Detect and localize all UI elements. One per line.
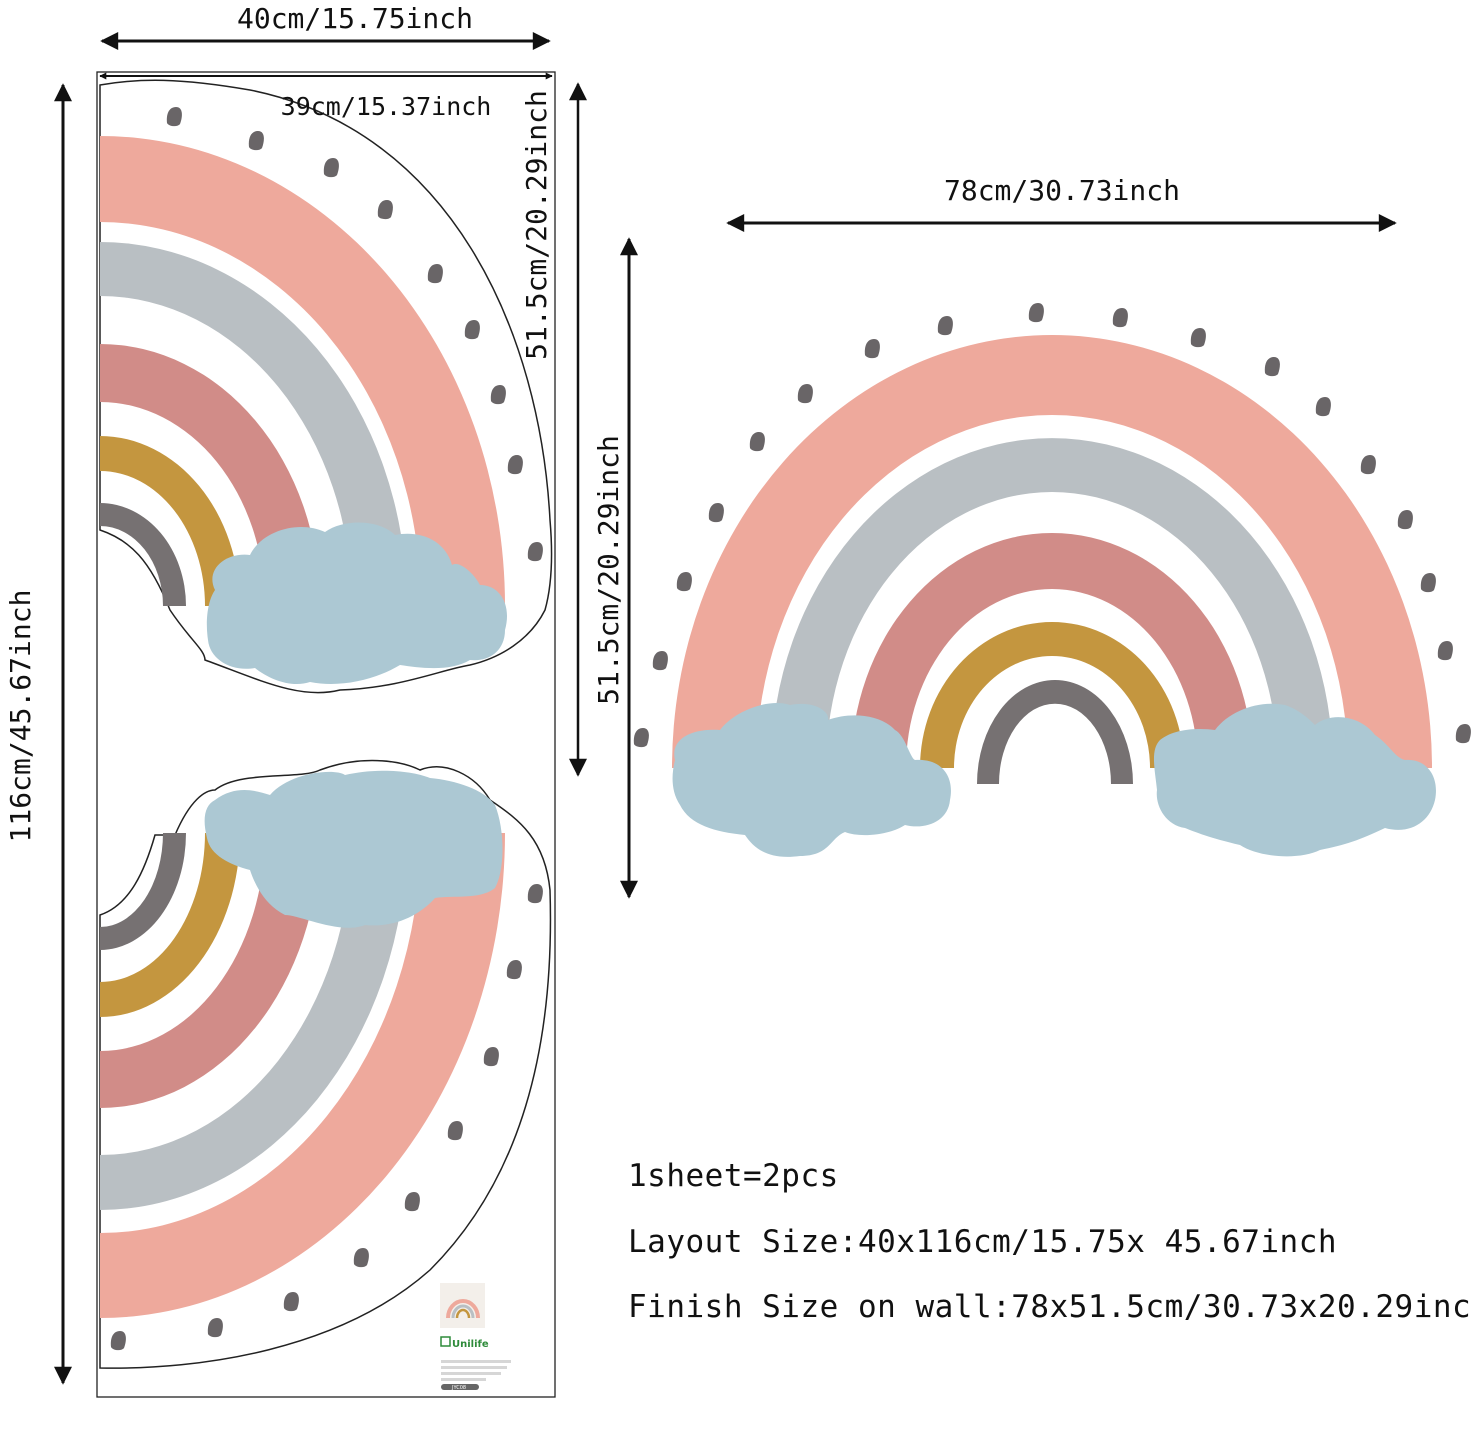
band-charcoal: [100, 503, 186, 606]
fine-print-line: [441, 1378, 486, 1381]
dimension-half-height: 51.5cm/20.29inch: [520, 82, 587, 777]
fine-print-line: [441, 1360, 511, 1363]
dimension-finished-width: 78cm/30.73inch: [726, 174, 1397, 232]
dimension-sheet-width: 40cm/15.75inch: [100, 2, 551, 50]
half-height-label: 51.5cm/20.29inch: [520, 90, 553, 360]
sheet-width-label: 40cm/15.75inch: [237, 2, 473, 35]
fine-print-line: [441, 1372, 501, 1375]
brand-name: Unilife: [452, 1339, 489, 1350]
product-code-badge: [441, 1384, 479, 1390]
left-cloud: [672, 702, 951, 857]
band-mustard: [100, 833, 240, 1017]
bottom-half-cutline: [99, 759, 552, 1369]
dimension-finished-height: 51.5cm/20.29inch: [592, 237, 638, 899]
inner-width-label: 39cm/15.37inch: [281, 92, 492, 121]
top-half-cutline: [99, 79, 553, 694]
band-mustard: [100, 436, 240, 606]
sheet-height-label: 116cm/45.67inch: [4, 590, 37, 843]
decal-sheet: Unilife JYC08: [96, 71, 556, 1398]
band-rose: [100, 833, 320, 1108]
product-label: Unilife JYC08: [440, 1283, 511, 1391]
band-pink: [100, 136, 505, 606]
brand-icon: [440, 1336, 451, 1347]
band-gray: [771, 438, 1333, 768]
finished-height-label: 51.5cm/20.29inch: [592, 435, 625, 705]
right-cloud: [1153, 703, 1436, 857]
top-cloud: [206, 522, 508, 685]
band-pink: [672, 335, 1432, 768]
product-code: JYC08: [451, 1385, 466, 1391]
band-charcoal: [977, 680, 1133, 784]
band-charcoal: [100, 833, 186, 950]
finished-width-label: 78cm/30.73inch: [944, 174, 1180, 207]
bottom-cloud: [204, 770, 503, 928]
band-rose: [851, 533, 1253, 768]
band-mustard: [920, 622, 1184, 768]
dimension-sheet-height: 116cm/45.67inch: [4, 83, 72, 1385]
finish-size: Finish Size on wall:78x51.5cm/30.73x20.2…: [628, 1289, 1473, 1325]
dimension-inner-width: 39cm/15.37inch: [99, 72, 553, 121]
layout-size: Layout Size:40x116cm/15.75x 45.67inch: [628, 1224, 1338, 1260]
finished-rainbow: [633, 303, 1471, 857]
fine-print-line: [441, 1366, 507, 1369]
pieces-per-sheet: 1sheet=2pcs: [628, 1158, 839, 1194]
